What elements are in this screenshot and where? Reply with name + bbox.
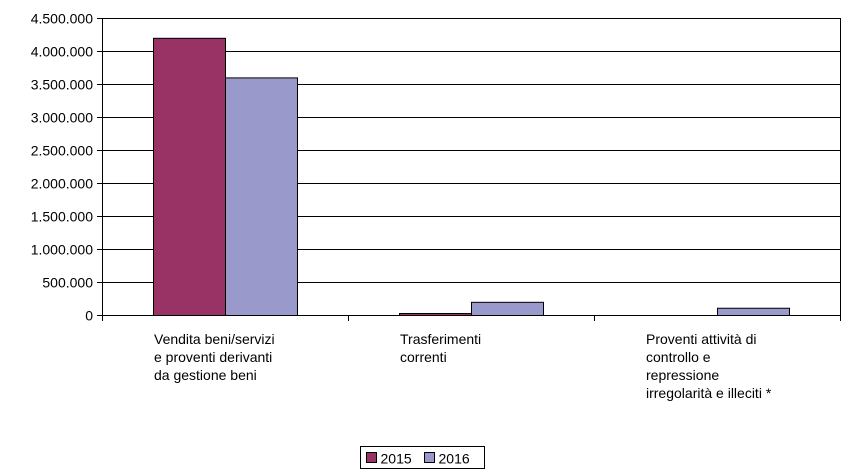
- y-tick-label: 1.000.000: [31, 242, 93, 258]
- y-tick-labels: 0 500.000 1.000.000 1.500.000 2.000.000 2.500…: [31, 11, 94, 324]
- y-tick-label: 4.500.000: [31, 11, 93, 27]
- y-tick-label: 2.000.000: [31, 176, 93, 192]
- x-category-labels: Vendita beni/servizi e proventi derivanti…: [154, 331, 772, 401]
- y-tick-label: 3.500.000: [31, 77, 93, 93]
- legend-label: 2016: [439, 451, 470, 467]
- bar-2016: [471, 301, 544, 316]
- bar-2016: [717, 307, 790, 316]
- x-category-label: Vendita beni/servizi e proventi derivanti…: [154, 331, 275, 383]
- legend-swatch-2016: [424, 452, 435, 463]
- y-tick-label: 500.000: [42, 275, 93, 291]
- x-category-label: Trasferimenti correnti: [400, 331, 481, 365]
- bars: [153, 37, 790, 317]
- bar-2015: [153, 37, 226, 317]
- legend-swatch-2015: [366, 452, 377, 463]
- y-tick-label: 0: [85, 308, 93, 324]
- legend-label: 2015: [381, 451, 412, 467]
- axes: [97, 18, 841, 321]
- legend: 2015 2016: [360, 446, 485, 469]
- y-tick-label: 2.500.000: [31, 143, 93, 159]
- y-tick-label: 4.000.000: [31, 44, 93, 60]
- bar-2016: [225, 77, 298, 317]
- y-tick-label: 3.000.000: [31, 110, 93, 126]
- x-category-label: Proventi attività di controllo e repressio…: [646, 331, 772, 401]
- y-tick-label: 1.500.000: [31, 209, 93, 225]
- legend-box: [360, 446, 485, 469]
